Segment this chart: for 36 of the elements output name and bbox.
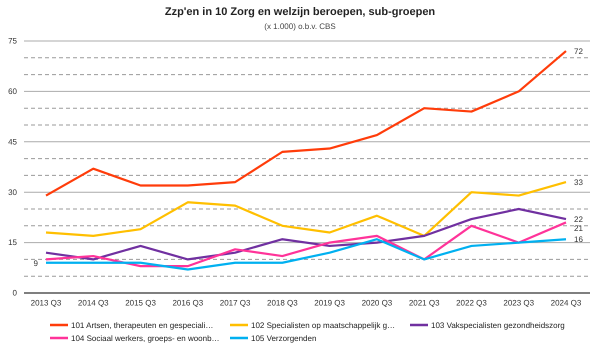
- legend-label: 102 Specialisten op maatschappelijk g…: [251, 321, 396, 330]
- data-label: 33: [574, 178, 584, 188]
- data-label: 72: [574, 47, 584, 56]
- data-label: 9: [34, 258, 39, 268]
- y-tick-label: 15: [8, 238, 18, 248]
- x-tick-label: 2024 Q3: [550, 298, 582, 308]
- legend-label: 104 Sociaal werkers, groeps- en woonb…: [71, 334, 220, 343]
- x-tick-label: 2013 Q3: [30, 298, 62, 308]
- y-tick-label: 45: [8, 137, 18, 146]
- x-tick-label: 2021 Q3: [408, 298, 440, 308]
- legend-label: 103 Vakspecialisten gezondheidszorg: [431, 321, 565, 330]
- x-tick-label: 2014 Q3: [78, 298, 110, 308]
- chart-subtitle: (x 1.000) o.b.v. CBS: [264, 22, 336, 31]
- chart-title: Zzp'en in 10 Zorg en welzijn beroepen, sub-groepen: [164, 6, 436, 18]
- line-series: [44, 238, 568, 271]
- y-tick-label: 0: [12, 288, 18, 298]
- data-label: 16: [574, 235, 584, 244]
- line-series: [44, 181, 568, 237]
- legend-label: 105 Verzorgenden: [251, 334, 316, 343]
- data-label: 21: [574, 224, 584, 234]
- x-tick-label: 2022 Q3: [456, 298, 488, 308]
- y-tick-label: 30: [8, 188, 18, 197]
- line-series: [44, 50, 568, 197]
- y-tick-label: 60: [8, 86, 18, 96]
- legend-label: 101 Artsen, therapeuten en gespeciali…: [71, 321, 214, 330]
- line-series: [44, 221, 568, 268]
- x-tick-label: 2015 Q3: [125, 298, 156, 308]
- x-tick-label: 2017 Q3: [220, 298, 251, 308]
- x-tick-label: 2018 Q3: [267, 298, 298, 308]
- x-tick-label: 2023 Q3: [503, 298, 535, 308]
- data-label: 22: [574, 215, 584, 224]
- x-tick-label: 2020 Q3: [362, 298, 393, 308]
- x-tick-label: 2016 Q3: [172, 298, 204, 308]
- x-tick-label: 2019 Q3: [314, 298, 346, 308]
- y-tick-label: 75: [8, 36, 18, 46]
- line-series: [44, 208, 568, 260]
